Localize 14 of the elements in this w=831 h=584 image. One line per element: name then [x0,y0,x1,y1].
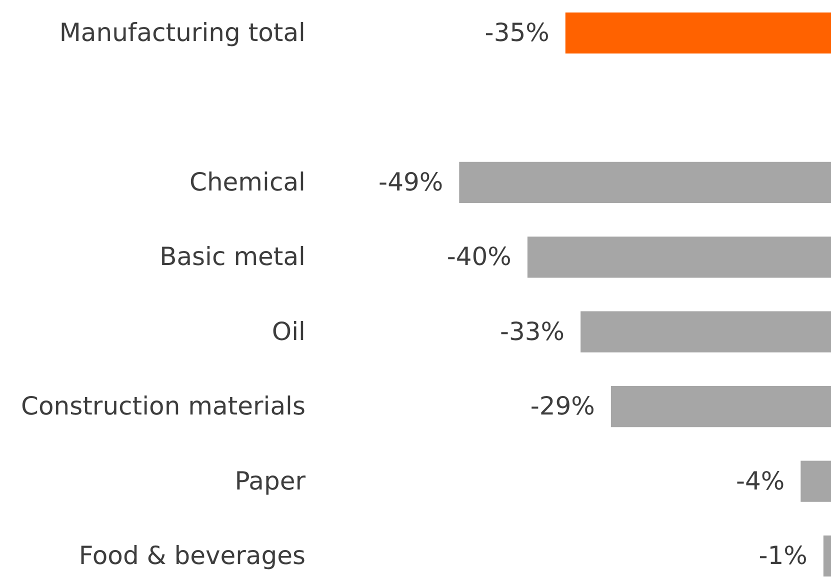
y-tick-label: Manufacturing total [59,18,306,48]
y-tick-label: Basic metal [160,242,306,272]
data-label: -4% [736,466,785,496]
data-label: -33% [500,316,565,346]
y-tick-label: Chemical [190,167,306,196]
data-label: -40% [446,242,512,272]
y-tick-label: Oil [272,316,306,346]
y-tick-label: Food & beverages [78,540,306,570]
data-label: -35% [484,18,550,48]
data-label: -49% [378,167,444,196]
data-label: -1% [758,540,808,570]
y-tick-label: Construction materials [21,392,306,421]
y-tick-label: Paper [234,466,306,496]
data-label: -29% [530,392,595,421]
